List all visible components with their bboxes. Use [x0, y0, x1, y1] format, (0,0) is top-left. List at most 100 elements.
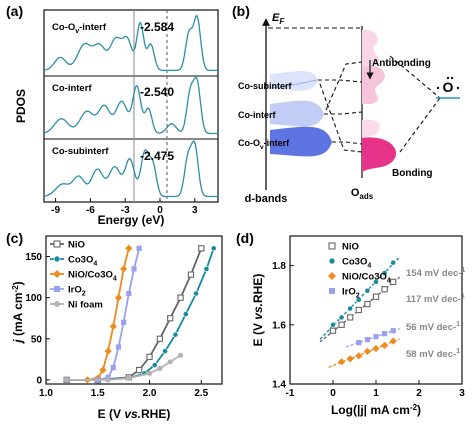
iro2-marker — [115, 344, 122, 350]
nio-marker — [390, 278, 397, 286]
pdos-curve — [43, 140, 218, 198]
nio-marker — [198, 245, 205, 252]
iro2-marker — [110, 364, 116, 371]
tafel-slope-label: 117 mV dec-1 — [406, 293, 465, 305]
ni-foam-marker — [64, 377, 70, 383]
co3o4-marker — [338, 314, 345, 321]
o-valence-electron-dots — [436, 76, 460, 90]
d-band-center-value: -2.475 — [140, 149, 174, 163]
legend-label: IrO2 — [68, 285, 86, 298]
co3o4-marker — [182, 311, 189, 318]
ni-foam-marker — [167, 359, 173, 365]
x-tick-label: -1 — [286, 388, 295, 399]
d-band-center-value: -2.584 — [140, 20, 174, 34]
oads-lobe-top — [362, 29, 379, 67]
y-tick-label: 1.4 — [272, 380, 286, 391]
panel-a-label: (a) — [6, 3, 23, 19]
iro2-marker — [364, 337, 370, 343]
pdos-label-cointerf: Co-interf — [52, 83, 92, 94]
panel-d-frame — [289, 235, 463, 385]
co3o4-marker — [210, 245, 217, 252]
legend-label: Ni foam — [68, 300, 103, 311]
iro2-marker — [382, 331, 388, 337]
tafel-slope-label: 154 mV dec-1 — [406, 267, 465, 279]
x-tick-label: 1.0 — [39, 388, 53, 399]
d-band-lobe-interf — [270, 100, 324, 127]
co3o4-marker — [172, 331, 179, 338]
d-band-lobe-covinterf — [270, 126, 332, 157]
nio-marker — [177, 294, 184, 301]
co3o4-marker — [193, 290, 200, 297]
tafel-slope-label: 56 mV dec-1 — [406, 321, 460, 333]
nio_co3o4-curve — [66, 248, 130, 381]
x-tick-label: -3 — [121, 205, 130, 216]
co3o4-marker — [162, 348, 168, 355]
nio-marker — [53, 240, 61, 248]
nio-marker — [372, 293, 380, 300]
antibonding-label: Antibonding — [372, 58, 431, 69]
level-label-covinterf: Co-Ov-interf — [238, 138, 290, 151]
iro2-marker — [54, 286, 60, 292]
co3o4-marker — [373, 278, 379, 285]
panel-b: (b) EF Co-subinterf Co-interf Co-Ov-inte… — [232, 3, 460, 205]
panel-c-legend: NiO Co3O4 NiO/Co3O4 IrO2 Ni foam — [50, 240, 117, 311]
legend-label: NiO/Co3O4 — [342, 272, 391, 285]
ni-foam-marker — [54, 301, 60, 307]
pdos-x-axis-label: Energy (eV) — [98, 213, 165, 227]
iro2-marker — [356, 339, 362, 346]
nio-co3o4-marker — [120, 265, 128, 273]
y-tick-label: 1.8 — [272, 261, 286, 272]
pdos-curve — [43, 14, 218, 72]
iro2-marker — [121, 319, 127, 325]
panel-c-y-axis-label: j (mA cm-2) — [11, 281, 25, 344]
oads-label: Oads — [351, 187, 374, 201]
co3o4-marker — [364, 287, 371, 294]
bonding-label: Bonding — [392, 168, 433, 179]
orbital-correlation-lines — [318, 55, 441, 153]
panel-c-frame — [45, 235, 223, 385]
y-tick-label: 50 — [31, 334, 43, 345]
y-tick-label: 100 — [25, 293, 42, 304]
co3o4-marker — [355, 296, 362, 303]
pdos-label-covinterf: Co-Ov-interf — [52, 22, 107, 35]
co3o4-marker — [53, 255, 61, 263]
panel-d-x-axis-label: Log(|j| mA cm-2) — [331, 403, 421, 417]
nio-marker — [187, 271, 195, 278]
x-tick-label: 0 — [157, 205, 163, 216]
nio-marker — [347, 314, 354, 321]
co3o4-marker — [330, 321, 336, 328]
x-tick-label: 3 — [192, 205, 198, 216]
legend-label: NiO — [342, 242, 359, 253]
oads-lobe-mid — [362, 119, 381, 138]
d-band-outline — [269, 79, 319, 89]
nio-marker — [136, 366, 143, 374]
co3o4-marker — [381, 270, 388, 276]
x-tick-label: -6 — [86, 205, 95, 216]
x-tick-label: 1.5 — [91, 388, 105, 399]
panel-d-series: 154 mV dec-1 117 mV dec-1 56 mV dec-1 58 mV… — [319, 256, 465, 368]
legend-label: NiO/Co3O4 — [68, 270, 117, 283]
pdos-y-axis-label: PDOS — [14, 89, 28, 123]
co3o4-marker — [151, 362, 158, 368]
x-tick-label: 2.5 — [194, 388, 208, 399]
nio-co3o4-marker — [104, 347, 112, 355]
iro2-marker — [136, 245, 142, 251]
d-bands-label: d-bands — [245, 193, 288, 205]
legend-label: NiO — [68, 240, 85, 251]
pdos-curve — [43, 76, 218, 135]
panel-c-x-axis-label: E (V vs.RHE) — [98, 407, 171, 421]
d-band-lobe-subinterf — [270, 71, 318, 91]
iro2-curve — [66, 248, 141, 381]
iro2-marker — [390, 328, 396, 334]
co3o4-marker — [203, 265, 210, 272]
panel-c-ticks: 1.0 1.5 2.0 2.5 0 50 100 150 — [25, 252, 208, 399]
d-band-center-value: -2.540 — [140, 85, 174, 99]
pdos-label-cosubinterf: Co-subinterf — [52, 146, 109, 157]
nio-co3o4-marker — [346, 355, 354, 363]
ni-foam-marker — [177, 352, 184, 358]
co3o4-marker — [347, 305, 354, 312]
antibonding-lobe — [362, 65, 385, 104]
ni_foam-curve — [66, 354, 182, 381]
nio-co3o4-marker — [381, 341, 389, 350]
